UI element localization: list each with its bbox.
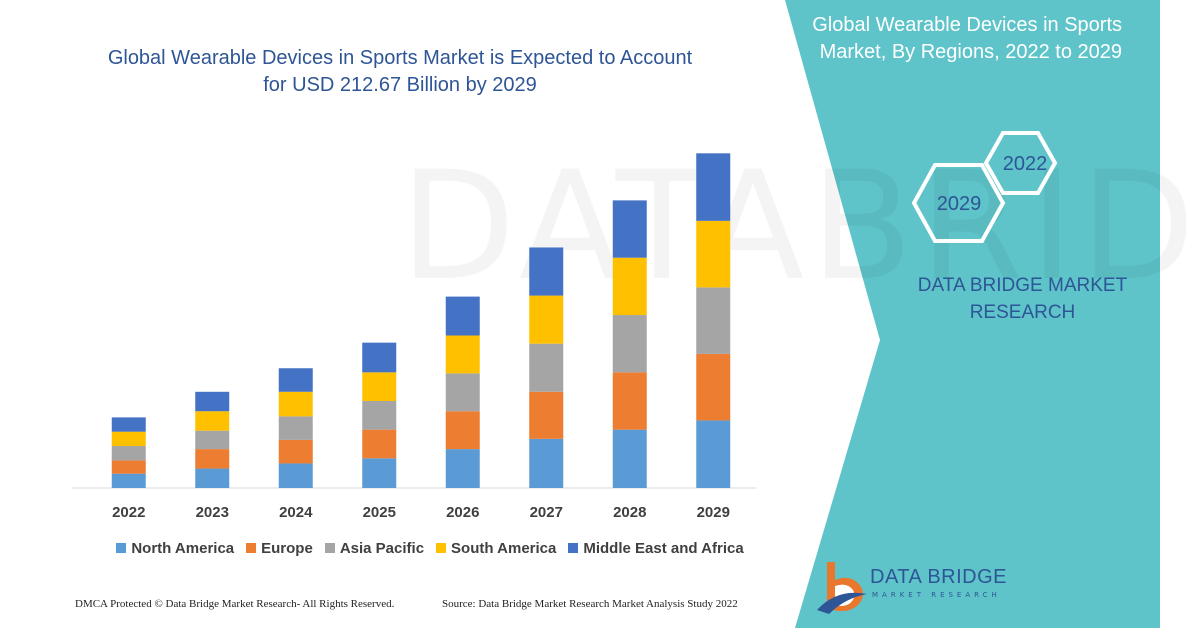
bar-segment-2027-middle-east-and-africa: [529, 247, 564, 296]
logo-mark-icon: [817, 562, 867, 614]
bar-segment-2025-south-america: [362, 372, 397, 401]
x-tick-label: 2027: [530, 504, 563, 521]
legend-item: Asia Pacific: [324, 539, 425, 557]
bar-segment-2022-middle-east-and-africa: [111, 417, 146, 432]
bar-segment-2023-north-america: [195, 468, 230, 488]
bar-segment-2024-north-america: [278, 463, 313, 488]
bar-segment-2026-north-america: [445, 449, 480, 488]
year-hexagons: 2022 2029: [911, 131, 1058, 243]
bar-segment-2026-south-america: [445, 335, 480, 374]
bar-segment-2026-middle-east-and-africa: [445, 296, 480, 336]
x-tick-label: 2023: [196, 504, 229, 521]
hex-2029-label: 2029: [937, 193, 982, 215]
legend-item: North America: [116, 540, 234, 557]
bar-segment-2028-south-america: [612, 257, 647, 316]
bar-segment-2027-asia-pacific: [529, 343, 564, 392]
bar-segment-2029-north-america: [696, 420, 731, 488]
dmca-notice: DMCA Protected © Data Bridge Market Rese…: [75, 598, 395, 610]
bar-segment-2026-asia-pacific: [445, 373, 480, 412]
legend-swatch: [246, 543, 257, 553]
logo-name: DATA BRIDGE: [870, 566, 1008, 588]
bar-segment-2022-asia-pacific: [111, 446, 146, 461]
bar-segment-2022-north-america: [111, 473, 146, 488]
bar-segment-2029-south-america: [696, 220, 731, 288]
bar-segment-2028-europe: [612, 372, 647, 430]
hexagon-2029: [911, 163, 1006, 243]
hex-2022-label: 2022: [1003, 153, 1048, 175]
bar-segment-2022-south-america: [111, 431, 146, 447]
bar-segment-2024-middle-east-and-africa: [278, 368, 313, 392]
stacked-bar-chart: 2022 2023 2024 2025 2026 2027 2028 2029: [72, 153, 756, 521]
side-brand-text: DATA BRIDGE MARKET RESEARCH: [917, 275, 1128, 323]
hexagon-2022: [983, 131, 1058, 195]
bar-segment-2026-europe: [445, 411, 480, 450]
chart-legend: North America Europe Asia Pacific South Ame…: [80, 537, 780, 559]
legend-swatch: [568, 543, 579, 553]
legend-item: Middle East and Africa: [568, 539, 744, 557]
bar-segment-2025-asia-pacific: [362, 401, 397, 430]
bar-segment-2027-north-america: [529, 438, 564, 488]
data-bridge-logo: DATA BRIDGE MARKET RESEARCH: [815, 558, 1008, 616]
bar-segment-2029-europe: [696, 353, 731, 421]
bar-segment-2025-europe: [362, 429, 397, 459]
bar-segment-2023-europe: [195, 449, 230, 469]
bar-segment-2028-asia-pacific: [612, 315, 647, 373]
legend-label: North America: [131, 539, 235, 557]
legend-item: South America: [436, 540, 556, 557]
bar-segment-2023-middle-east-and-africa: [195, 391, 230, 412]
x-tick-label: 2026: [446, 504, 479, 521]
legend-label: Middle East and Africa: [583, 539, 744, 557]
bar-segment-2022-europe: [111, 460, 146, 474]
x-tick-label: 2028: [613, 504, 646, 521]
side-title: Global Wearable Devices in Sports Market…: [812, 14, 1122, 63]
bar-segment-2028-north-america: [612, 429, 647, 488]
bar-segment-2025-north-america: [362, 458, 397, 488]
chart-title: Global Wearable Devices in Sports Market…: [107, 47, 693, 96]
bar-segment-2024-south-america: [278, 391, 313, 417]
bar-segment-2024-europe: [278, 439, 313, 464]
source-note: Source: Data Bridge Market Research Mark…: [442, 598, 738, 610]
x-tick-label: 2025: [363, 504, 396, 521]
legend-swatch: [436, 543, 447, 553]
legend-label: South America: [451, 539, 557, 557]
legend-swatch: [324, 543, 335, 553]
bar-segment-2025-middle-east-and-africa: [362, 342, 397, 373]
legend-swatch: [116, 543, 127, 553]
bar-segment-2029-asia-pacific: [696, 287, 731, 354]
logo-tagline: MARKET RESEARCH: [872, 591, 1001, 599]
bar-segment-2027-europe: [529, 391, 564, 439]
x-tick-label: 2029: [697, 504, 730, 521]
bar-segment-2024-asia-pacific: [278, 416, 313, 440]
x-tick-label: 2024: [279, 504, 313, 521]
x-tick-label: 2022: [112, 504, 145, 521]
bar-segment-2023-south-america: [195, 411, 230, 431]
legend-label: Asia Pacific: [339, 539, 425, 557]
bar-segment-2023-asia-pacific: [195, 430, 230, 450]
bar-segment-2027-south-america: [529, 295, 564, 344]
bar-segment-2028-middle-east-and-africa: [612, 200, 647, 258]
legend-label: Europe: [261, 539, 313, 557]
bar-segment-2029-middle-east-and-africa: [696, 153, 731, 221]
legend-item: Europe: [246, 540, 313, 557]
